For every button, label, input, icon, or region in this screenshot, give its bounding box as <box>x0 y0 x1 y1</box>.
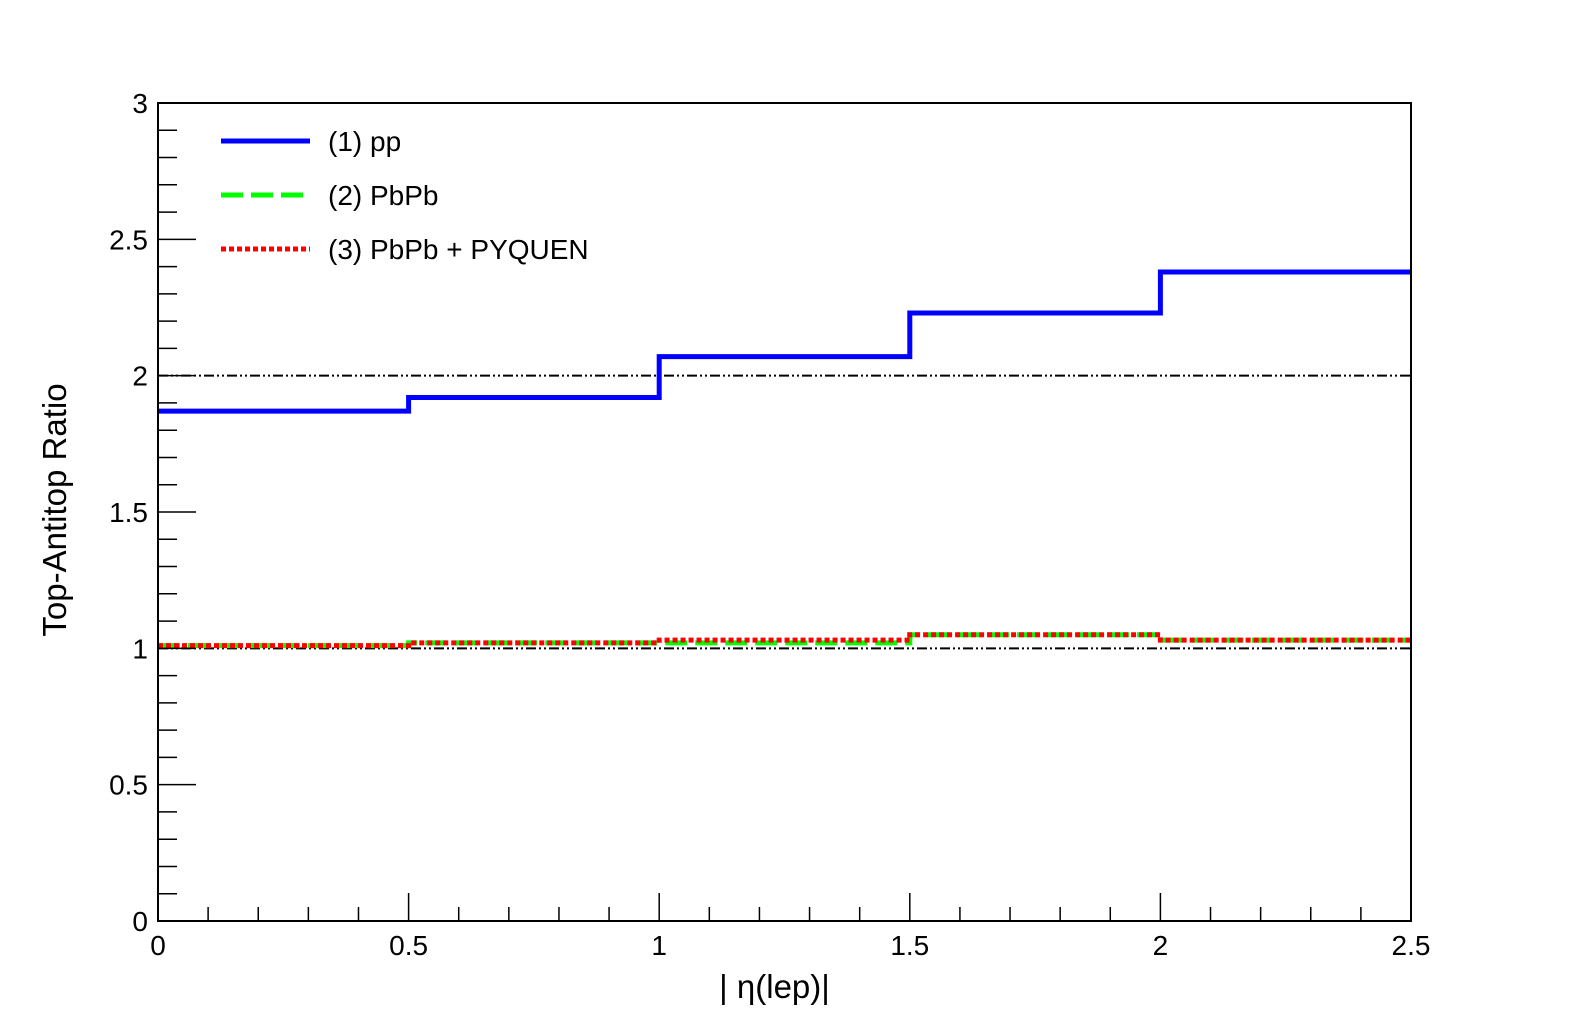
y-tick-label: 0.5 <box>109 770 148 801</box>
x-tick-label: 2 <box>1153 930 1169 961</box>
y-tick-label: 3 <box>132 88 148 119</box>
y-axis-title: Top-Antitop Ratio <box>36 383 73 636</box>
y-tick-label: 2 <box>132 361 148 392</box>
x-axis-tick-labels: 0 0.5 1 1.5 2 2.5 <box>150 930 1430 961</box>
series-line-3 <box>158 632 1411 649</box>
y-tick-label: 1 <box>132 633 148 664</box>
series-layer <box>158 269 1411 649</box>
x-tick-label: 1.5 <box>890 930 929 961</box>
y-tick-label: 1.5 <box>109 497 148 528</box>
series-line-1 <box>158 269 1411 414</box>
y-axis-tick-labels: 0 0.5 1 1.5 2 2.5 3 <box>109 88 148 937</box>
legend: (1) pp (2) PbPb (3) PbPb + PYQUEN <box>221 126 589 265</box>
x-tick-label: 0 <box>150 930 166 961</box>
x-axis-ticks <box>157 893 1412 921</box>
y-tick-label: 2.5 <box>109 224 148 255</box>
legend-label-pp: (1) pp <box>328 126 401 157</box>
x-tick-label: 0.5 <box>389 930 428 961</box>
y-tick-label: 0 <box>132 906 148 937</box>
y-axis-ticks <box>158 102 196 922</box>
x-tick-label: 2.5 <box>1392 930 1431 961</box>
x-tick-label: 1 <box>651 930 667 961</box>
reference-lines <box>158 374 1411 650</box>
legend-label-pbpb-pyquen: (3) PbPb + PYQUEN <box>328 234 589 265</box>
legend-label-pbpb: (2) PbPb <box>328 180 439 211</box>
x-axis-title: | η(lep)| <box>719 968 830 1005</box>
